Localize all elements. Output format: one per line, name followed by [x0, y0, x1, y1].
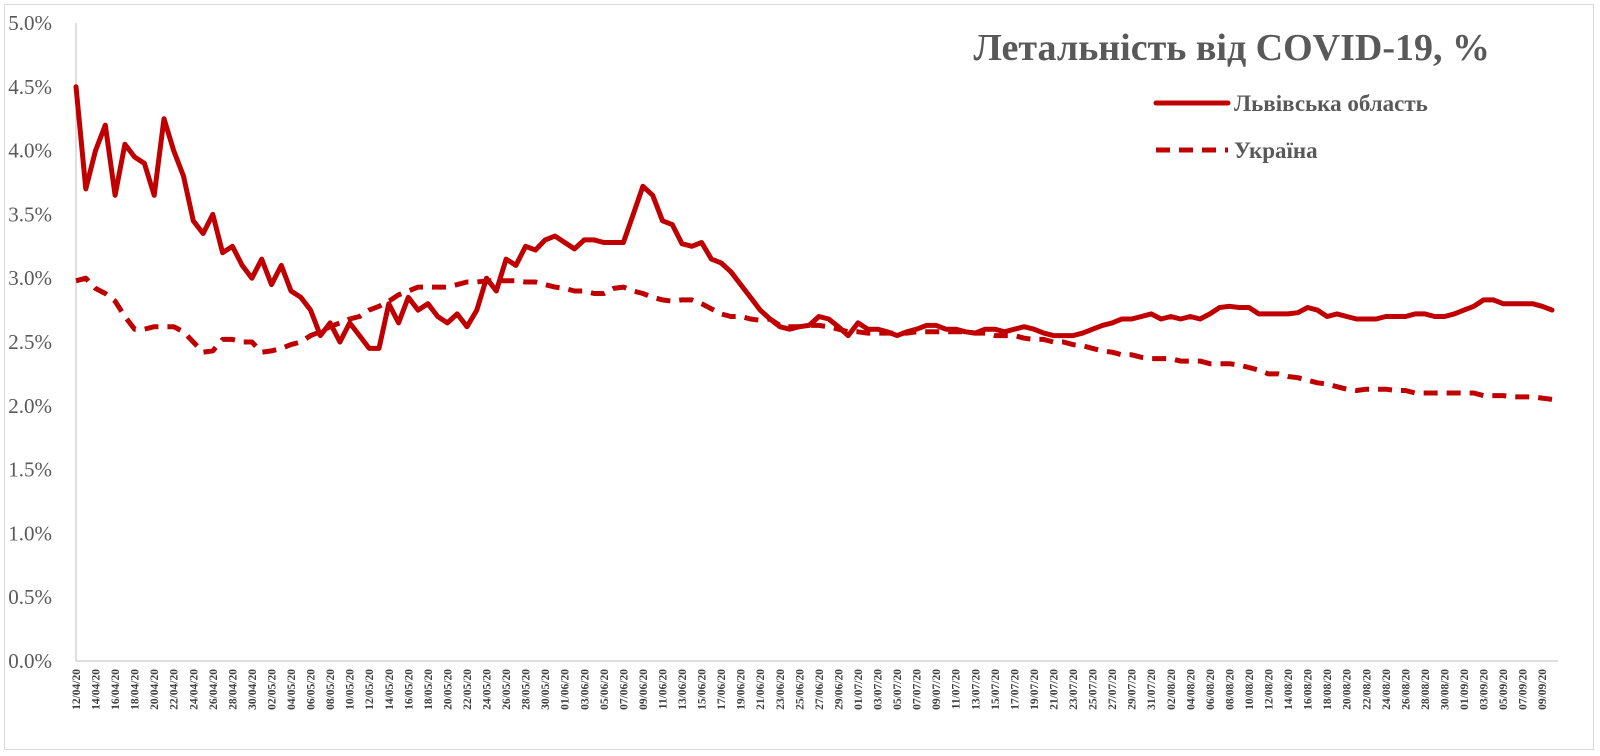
y-tick-label: 4.0% [8, 139, 52, 163]
x-tick-label: 10/05/20 [345, 669, 357, 710]
x-tick-label: 21/06/20 [755, 669, 767, 710]
legend-label: Львівська область [1234, 91, 1428, 116]
y-tick-label: 0.5% [8, 585, 52, 609]
x-tick-label: 19/07/20 [1029, 669, 1041, 710]
x-tick-label: 14/05/20 [384, 669, 396, 710]
chart-frame [4, 4, 1594, 750]
y-tick-label: 5.0% [8, 11, 52, 35]
x-tick-label: 16/04/20 [110, 669, 122, 710]
x-tick-label: 05/06/20 [599, 669, 611, 710]
x-tick-label: 29/07/20 [1127, 669, 1139, 710]
x-tick-label: 09/06/20 [638, 669, 650, 710]
x-tick-label: 02/08/20 [1166, 669, 1178, 710]
x-tick-label: 07/07/20 [912, 669, 924, 710]
x-tick-label: 27/06/20 [814, 669, 826, 710]
x-tick-label: 28/04/20 [227, 669, 239, 710]
x-tick-label: 01/06/20 [560, 669, 572, 710]
y-tick-label: 2.0% [8, 394, 52, 418]
x-tick-label: 22/08/20 [1361, 669, 1373, 710]
x-tick-label: 06/05/20 [306, 669, 318, 710]
x-tick-label: 26/08/20 [1400, 669, 1412, 710]
x-tick-label: 24/08/20 [1381, 669, 1393, 710]
y-tick-label: 0.0% [8, 649, 52, 673]
y-tick-label: 1.5% [8, 458, 52, 482]
x-tick-label: 05/07/20 [892, 669, 904, 710]
x-tick-label: 09/07/20 [931, 669, 943, 710]
x-tick-label: 15/07/20 [990, 669, 1002, 710]
x-tick-label: 16/05/20 [403, 669, 415, 710]
x-axis-tick-labels: 12/04/20 14/04/20 16/04/20 18/04/20 20/04/20… [71, 669, 1549, 710]
x-tick-label: 22/05/20 [462, 669, 474, 710]
x-tick-label: 05/09/20 [1498, 669, 1510, 710]
x-tick-label: 27/07/20 [1107, 669, 1119, 710]
series-line-ukraine [75, 275, 1553, 402]
x-tick-label: 28/05/20 [521, 669, 533, 710]
x-tick-label: 17/07/20 [1009, 669, 1021, 710]
x-tick-label: 29/06/20 [833, 669, 845, 710]
y-tick-label: 1.0% [8, 521, 52, 545]
y-tick-label: 2.5% [8, 330, 52, 354]
x-tick-label: 21/07/20 [1048, 669, 1060, 710]
x-tick-label: 18/05/20 [423, 669, 435, 710]
x-tick-label: 24/04/20 [188, 669, 200, 710]
x-tick-label: 15/06/20 [697, 669, 709, 710]
series-line-lviv [73, 84, 1555, 351]
x-tick-label: 11/06/20 [657, 669, 669, 710]
chart-title: Летальність від COVID-19, % [973, 27, 1490, 69]
x-tick-label: 10/08/20 [1244, 669, 1256, 710]
x-tick-label: 14/08/20 [1283, 669, 1295, 710]
x-tick-label: 18/08/20 [1322, 669, 1334, 710]
x-tick-label: 03/09/20 [1479, 669, 1491, 710]
x-tick-label: 06/08/20 [1205, 669, 1217, 710]
x-tick-label: 12/08/20 [1264, 669, 1276, 710]
x-tick-label: 26/05/20 [501, 669, 513, 710]
x-tick-label: 13/06/20 [677, 669, 689, 710]
x-tick-label: 02/05/20 [266, 669, 278, 710]
x-tick-label: 22/04/20 [169, 669, 181, 710]
x-tick-label: 08/08/20 [1224, 669, 1236, 710]
x-tick-label: 19/06/20 [736, 669, 748, 710]
x-tick-label: 13/07/20 [970, 669, 982, 710]
x-tick-label: 25/07/20 [1088, 669, 1100, 710]
x-tick-label: 31/07/20 [1146, 669, 1158, 710]
y-axis-tick-labels: 0.0% 0.5% 1.0% 1.5% 2.0% 2.5% 3.0% 3.5% 4.0% 4.5%… [8, 11, 52, 673]
x-tick-label: 18/04/20 [130, 669, 142, 710]
y-tick-label: 3.0% [8, 266, 52, 290]
x-tick-label: 30/04/20 [247, 669, 259, 710]
x-tick-label: 03/06/20 [579, 669, 591, 710]
x-tick-label: 01/07/20 [853, 669, 865, 710]
x-tick-label: 23/06/20 [775, 669, 787, 710]
y-tick-label: 3.5% [8, 202, 52, 226]
legend: Львівська область Україна [1153, 91, 1428, 163]
x-tick-label: 17/06/20 [716, 669, 728, 710]
x-tick-label: 28/08/20 [1420, 669, 1432, 710]
x-tick-label: 16/08/20 [1303, 669, 1315, 710]
x-tick-label: 12/05/20 [364, 669, 376, 710]
x-tick-label: 04/08/20 [1185, 669, 1197, 710]
x-tick-label: 20/08/20 [1342, 669, 1354, 710]
x-tick-label: 20/05/20 [442, 669, 454, 710]
series-layer [73, 84, 1555, 402]
x-tick-label: 24/05/20 [482, 669, 494, 710]
x-tick-label: 14/04/20 [91, 669, 103, 710]
x-tick-label: 08/05/20 [325, 669, 337, 710]
legend-label: Україна [1234, 138, 1318, 163]
x-tick-label: 07/09/20 [1518, 669, 1530, 710]
x-tick-label: 04/05/20 [286, 669, 298, 710]
x-tick-label: 12/04/20 [71, 669, 83, 710]
x-tick-label: 09/09/20 [1537, 669, 1549, 710]
x-tick-label: 03/07/20 [873, 669, 885, 710]
x-tick-label: 11/07/20 [951, 669, 963, 710]
y-tick-label: 4.5% [8, 75, 52, 99]
x-tick-label: 30/08/20 [1439, 669, 1451, 710]
x-tick-label: 01/09/20 [1459, 669, 1471, 710]
x-tick-label: 25/06/20 [794, 669, 806, 710]
x-tick-label: 23/07/20 [1068, 669, 1080, 710]
x-tick-label: 30/05/20 [540, 669, 552, 710]
x-tick-label: 26/04/20 [208, 669, 220, 710]
x-tick-label: 20/04/20 [149, 669, 161, 710]
x-tick-label: 07/06/20 [618, 669, 630, 710]
